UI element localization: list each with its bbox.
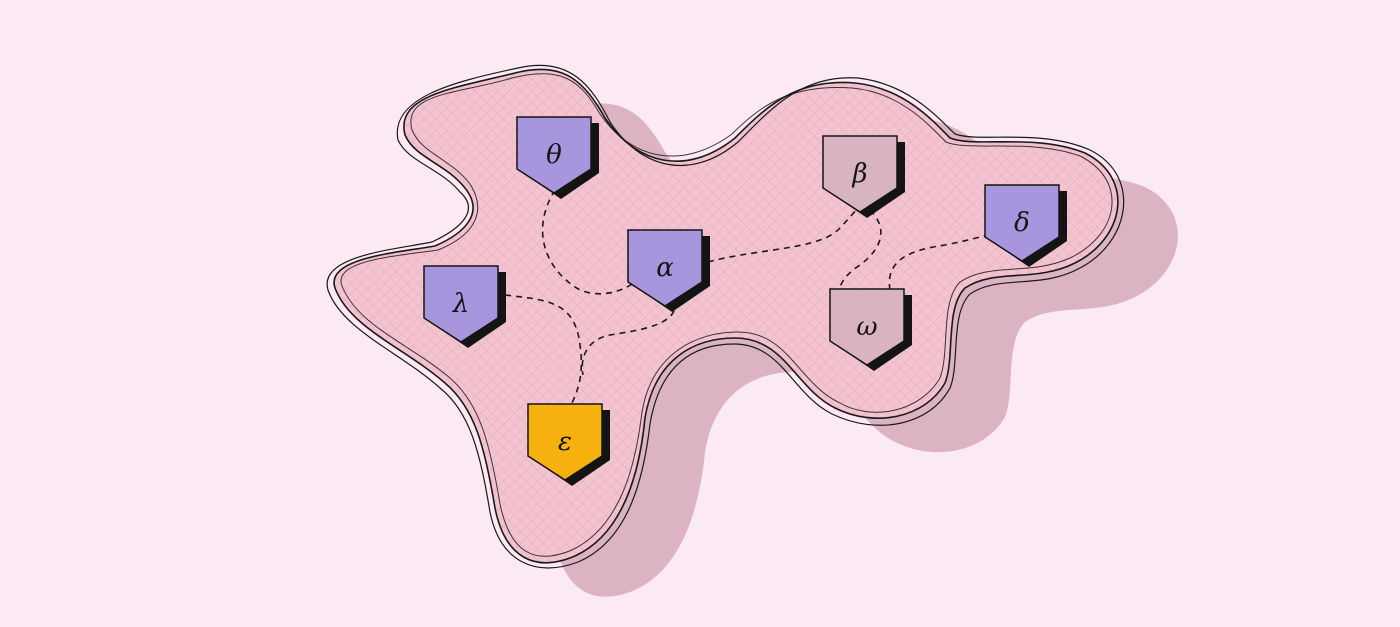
node-omega[interactable]: ω (829, 288, 912, 371)
node-label: λ (452, 289, 469, 319)
node-alpha[interactable]: α (627, 229, 710, 312)
edge-lambda-epsilon (504, 294, 583, 409)
edge-omega-delta (888, 231, 996, 291)
node-label: δ (1014, 208, 1030, 238)
node-shape (423, 265, 499, 343)
node-lambda[interactable]: λ (423, 265, 506, 348)
blob-outline-sketch-2 (340, 73, 1113, 557)
node-label: θ (546, 140, 562, 170)
node-label: ε (558, 427, 572, 457)
node-epsilon[interactable]: ε (527, 403, 610, 486)
edges (504, 189, 996, 409)
node-shape (527, 403, 603, 481)
node-label: β (851, 159, 867, 189)
node-beta[interactable]: β (822, 135, 905, 218)
node-theta[interactable]: θ (516, 116, 599, 199)
node-label: α (656, 253, 674, 283)
node-shape (822, 135, 898, 213)
edge-alpha-epsilon (581, 299, 677, 376)
node-shape (984, 184, 1060, 262)
node-delta[interactable]: δ (984, 184, 1067, 267)
node-shape (516, 116, 592, 194)
node-label: ω (856, 312, 877, 342)
node-shape (627, 229, 703, 307)
node-shape (829, 288, 905, 366)
blob-outline-sketch-1 (326, 64, 1125, 569)
